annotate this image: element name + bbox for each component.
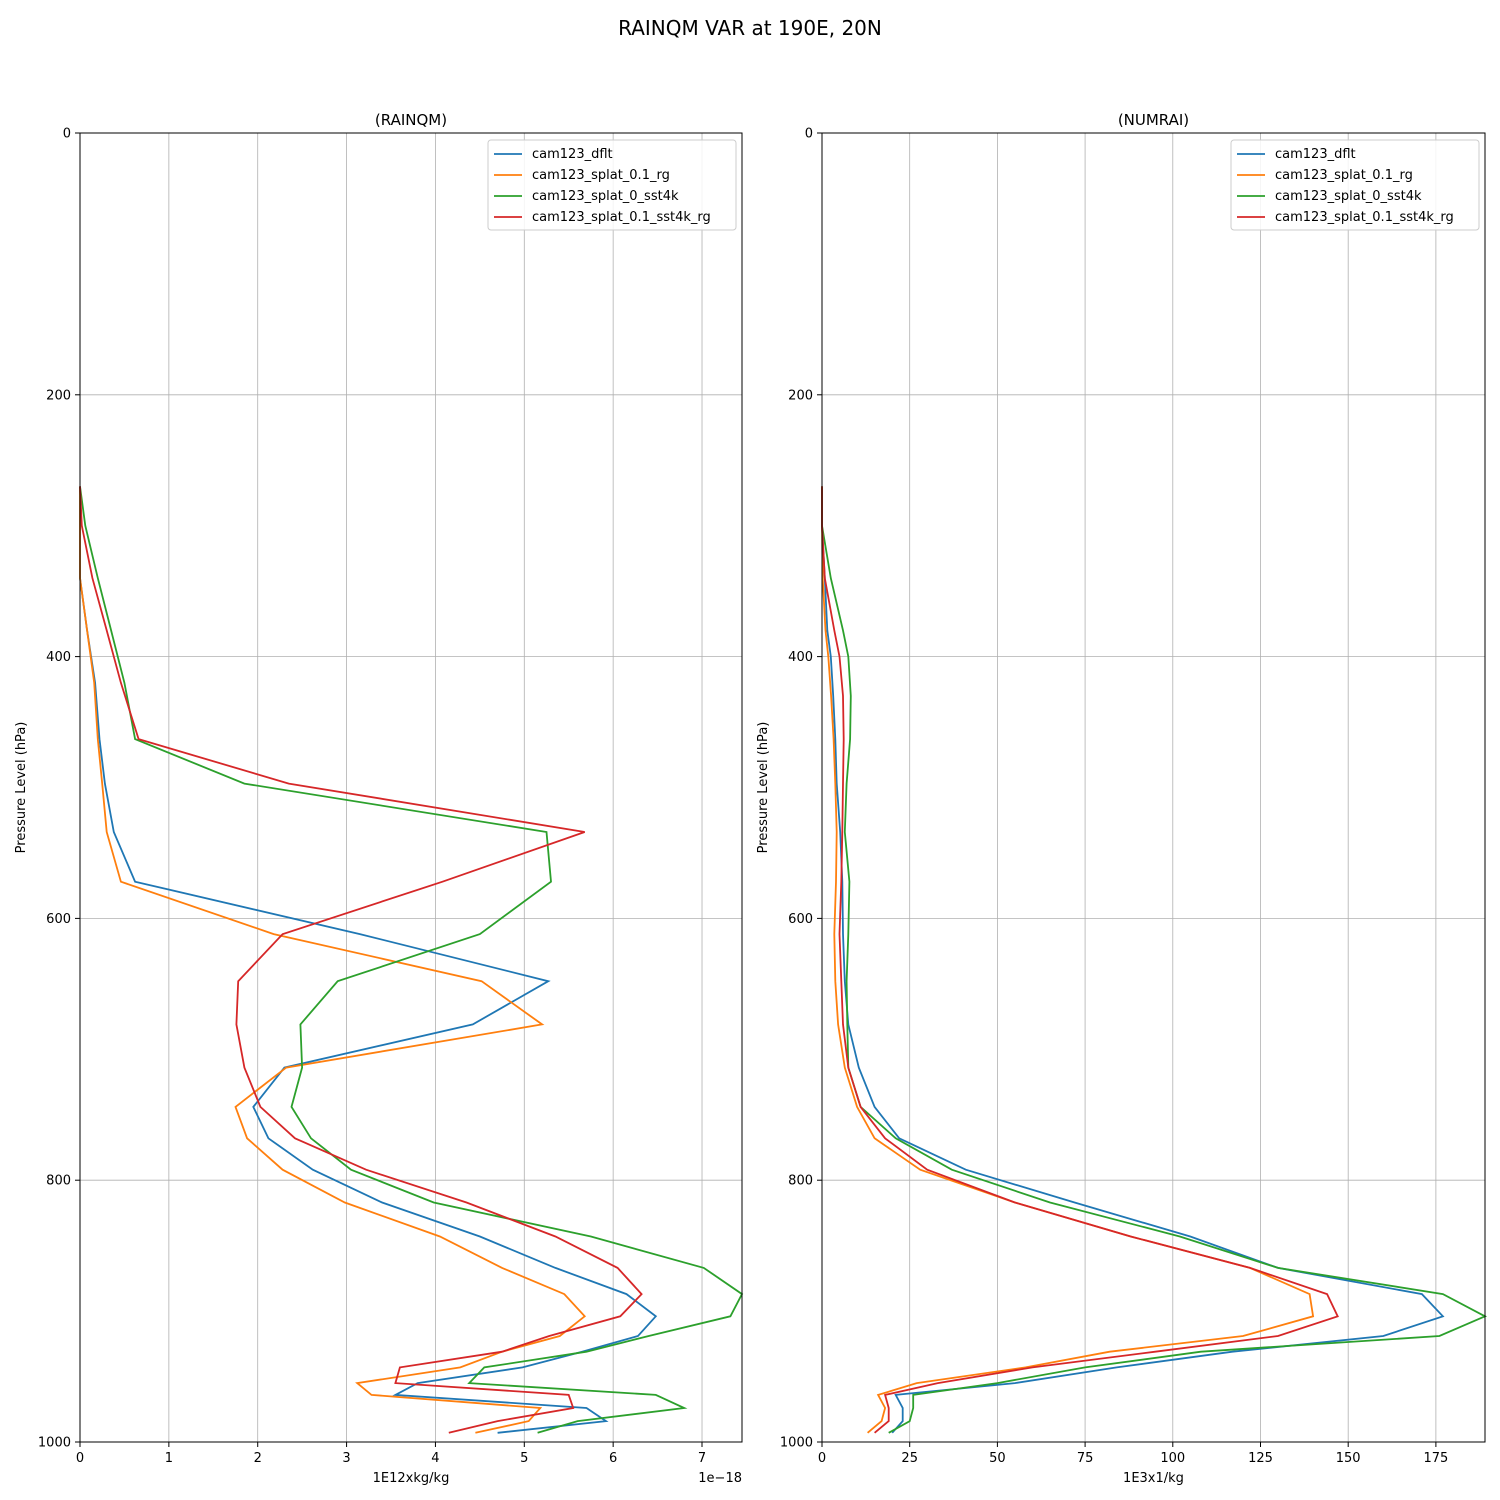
legend-label: cam123_splat_0.1_sst4k_rg: [1275, 210, 1454, 225]
panel-title: (NUMRAI): [1118, 111, 1189, 129]
y-axis-title: Pressure Level (hPa): [756, 722, 771, 854]
y-tick-label: 600: [46, 912, 71, 927]
x-tick-label: 125: [1248, 1451, 1273, 1466]
plot-frame: [821, 132, 1486, 1443]
legend-label: cam123_dflt: [532, 147, 613, 162]
series-line-cam123_splat_0_sst4k: [821, 486, 1488, 1434]
figure-title: RAINQM VAR at 190E, 20N: [618, 16, 882, 40]
x-tick-label: 1: [165, 1451, 173, 1466]
series-line-cam123_dflt: [79, 486, 658, 1434]
legend-box: [1230, 139, 1480, 231]
x-tick-label: 175: [1423, 1451, 1448, 1466]
x-tick-label: 7: [698, 1451, 706, 1466]
panel-title: (RAINQM): [375, 111, 447, 129]
x-axis-title: 1E12xkg/kg: [373, 1471, 450, 1486]
legend-box: [487, 139, 737, 231]
x-tick-label: 6: [609, 1451, 617, 1466]
x-axis-title: 1E3x1/kg: [1123, 1471, 1184, 1486]
y-tick-label: 400: [46, 650, 71, 665]
legend-label: cam123_dflt: [1275, 147, 1356, 162]
x-tick-label: 3: [342, 1451, 350, 1466]
y-tick-label: 0: [805, 127, 813, 142]
x-tick-label: 50: [989, 1451, 1006, 1466]
series-line-cam123_splat_0_sst4k: [79, 486, 744, 1434]
y-tick-label: 600: [788, 912, 813, 927]
x-tick-label: 5: [520, 1451, 528, 1466]
x-tick-label: 4: [431, 1451, 439, 1466]
x-offset-text: 1e−18: [698, 1471, 742, 1486]
x-tick-label: 75: [1077, 1451, 1094, 1466]
series-line-cam123_splat_0.1_sst4k_rg: [821, 486, 1339, 1434]
legend-label: cam123_splat_0_sst4k: [1275, 189, 1422, 204]
legend-label: cam123_splat_0.1_rg: [1275, 168, 1413, 183]
series-line-cam123_splat_0.1_sst4k_rg: [79, 486, 643, 1434]
x-tick-label: 2: [254, 1451, 262, 1466]
y-tick-label: 200: [788, 388, 813, 403]
x-tick-label: 100: [1160, 1451, 1185, 1466]
x-tick-label: 0: [76, 1451, 84, 1466]
y-tick-label: 400: [788, 650, 813, 665]
series-line-cam123_splat_0.1_rg: [79, 486, 587, 1434]
y-tick-label: 1000: [780, 1436, 813, 1451]
series-line-cam123_dflt: [821, 486, 1445, 1434]
x-tick-label: 25: [901, 1451, 918, 1466]
x-tick-label: 0: [818, 1451, 826, 1466]
plot-frame: [79, 132, 743, 1443]
legend-label: cam123_splat_0_sst4k: [532, 189, 679, 204]
y-tick-label: 200: [46, 388, 71, 403]
y-tick-label: 800: [788, 1174, 813, 1189]
series-line-cam123_splat_0.1_rg: [821, 486, 1315, 1434]
y-tick-label: 0: [63, 127, 71, 142]
legend-label: cam123_splat_0.1_sst4k_rg: [532, 210, 711, 225]
legend-label: cam123_splat_0.1_rg: [532, 168, 670, 183]
x-tick-label: 150: [1336, 1451, 1361, 1466]
y-tick-label: 800: [46, 1174, 71, 1189]
numrai-panel: 0 25 50 75 100 125 150 175 0 200 400 600 800 1000 (NUM…: [756, 111, 1488, 1486]
rainqm-panel: 0 1 2 3 4 5 6 7 0 200 400 600 800 1000 (RAINQM) 1E12xkg…: [14, 111, 744, 1486]
y-tick-label: 1000: [38, 1436, 71, 1451]
y-axis-title: Pressure Level (hPa): [14, 722, 29, 854]
